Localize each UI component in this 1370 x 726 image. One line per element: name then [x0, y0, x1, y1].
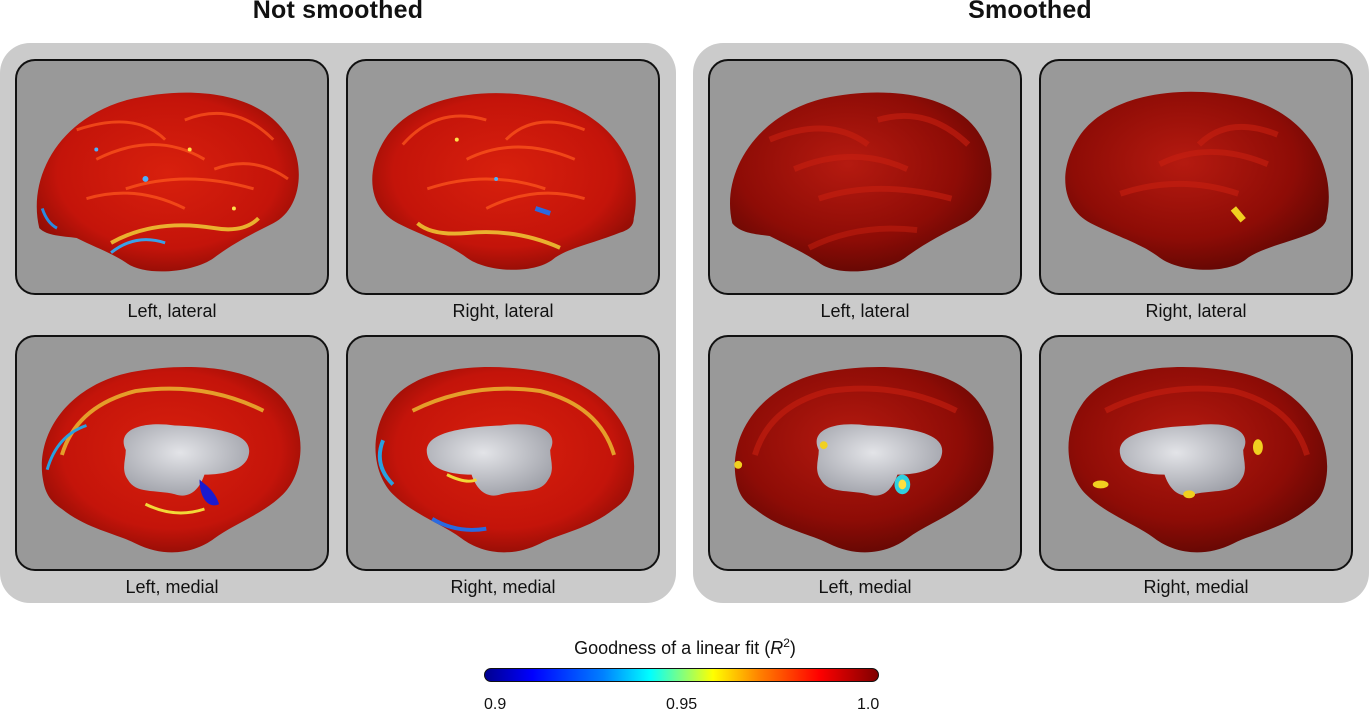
caption-ns-left-lateral: Left, lateral — [127, 301, 217, 321]
caption-s-left-lateral: Left, lateral — [820, 301, 910, 321]
title-smoothed: Smoothed — [968, 0, 1092, 24]
view-s-left-lateral — [708, 59, 1022, 295]
caption-ns-right-medial: Right, medial — [450, 577, 556, 597]
brain-ns-left-lateral — [36, 92, 299, 272]
colorbar-title-sup: 2 — [783, 636, 790, 650]
view-ns-left-lateral — [15, 59, 329, 295]
brain-s-right-lateral — [1065, 91, 1329, 270]
view-ns-right-lateral — [346, 59, 660, 295]
caption-s-right-lateral: Right, lateral — [1145, 301, 1247, 321]
brain-s-right-medial — [1068, 367, 1328, 553]
caption-s-right-medial: Right, medial — [1143, 577, 1249, 597]
brain-s-left-lateral — [730, 92, 992, 272]
colorbar-title: Goodness of a linear fit (R2) — [0, 636, 1370, 659]
caption-s-left-medial: Left, medial — [818, 577, 912, 597]
colorbar-tick-max: 1.0 — [857, 696, 880, 713]
brain-ns-left-medial — [41, 367, 301, 553]
caption-ns-left-medial: Left, medial — [125, 577, 219, 597]
colorbar-title-var: R — [770, 638, 784, 658]
colorbar-tick-mid: 0.95 — [666, 696, 698, 713]
colorbar-tick-min: 0.9 — [484, 696, 507, 713]
brain-ns-right-lateral — [372, 93, 636, 270]
colorbar — [484, 668, 879, 682]
view-ns-right-medial — [346, 335, 660, 571]
caption-ns-right-lateral: Right, lateral — [452, 301, 554, 321]
brain-s-left-medial — [734, 367, 994, 553]
view-s-left-medial — [708, 335, 1022, 571]
view-s-right-lateral — [1039, 59, 1353, 295]
view-s-right-medial — [1039, 335, 1353, 571]
view-ns-left-medial — [15, 335, 329, 571]
title-not-smoothed: Not smoothed — [252, 0, 424, 24]
colorbar-title-suffix: ) — [789, 638, 796, 658]
brain-ns-right-medial — [375, 367, 635, 553]
colorbar-title-prefix: Goodness of a linear fit ( — [574, 638, 771, 658]
